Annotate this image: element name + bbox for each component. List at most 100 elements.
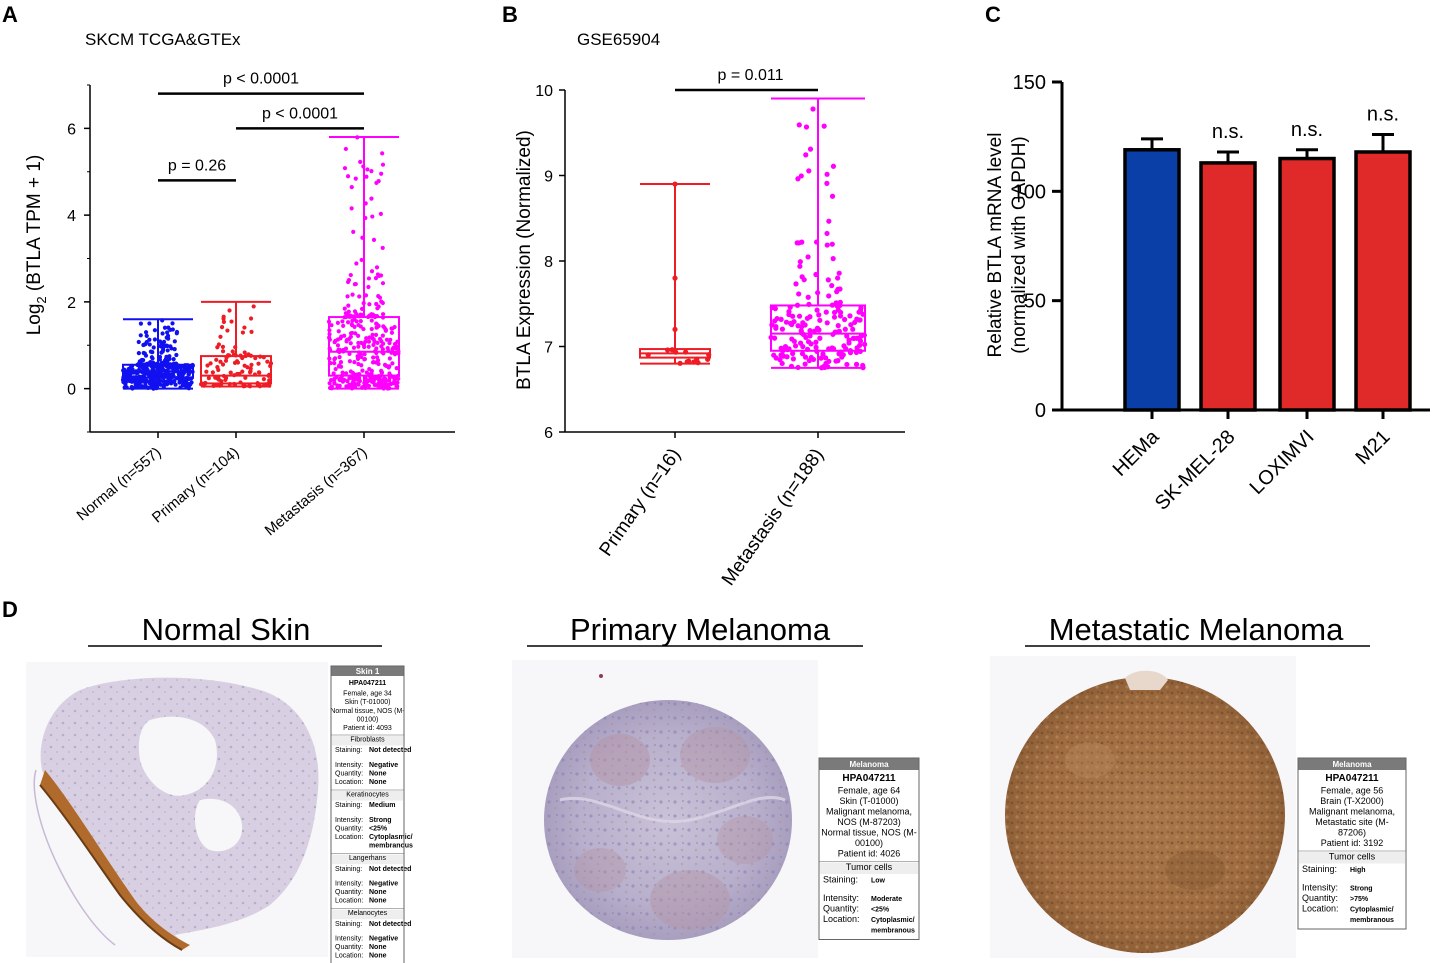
panel-a-data-point (174, 352, 179, 358)
panel-a-data-point (160, 372, 166, 378)
panel-b-boxes (639, 97, 866, 369)
panel-a-data-point (370, 214, 375, 219)
info-box-group-bg (332, 909, 403, 920)
panel-a-data-point (151, 345, 156, 350)
panel-a-data-point (148, 349, 154, 354)
panel-d: D Normal Skin Skin 1 HPA047211 Female, age… (2, 597, 1407, 963)
panel-b-data-point (829, 241, 835, 247)
panel-c-ns-label: n.s. (1212, 121, 1244, 143)
panel-a-data-point (380, 281, 386, 286)
panel-a-data-point (366, 339, 372, 344)
info-box-row-value: Cytoplasmic/ (369, 834, 413, 841)
panel-b-data-point (792, 343, 799, 349)
panel-a-category-label: Metastasis (n=367) (262, 444, 371, 539)
info-box-row-value: Not detected (369, 747, 411, 754)
panel-b-data-point (804, 315, 811, 321)
panel-b-data-point (790, 350, 796, 357)
panel-a-data-point (380, 312, 386, 317)
info-box-frame (1297, 757, 1407, 930)
panel-b-data-point (806, 168, 812, 174)
panel-b-data-point (848, 322, 854, 328)
panel-b-p-value: p = 0.011 (718, 67, 784, 84)
panel-a-data-point (387, 340, 392, 346)
panel-c-ns-label: n.s. (1367, 103, 1399, 125)
panel-a-data-point (360, 368, 365, 373)
panel-b-comparisons: p = 0.011 (675, 67, 818, 92)
panel-a-data-point (251, 304, 256, 309)
panel-a-data-point (160, 331, 165, 336)
panel-a-data-point (172, 339, 177, 344)
info-box-row-label: Location: (335, 834, 363, 841)
panel-b-data-point (796, 122, 802, 128)
primary-melanoma-tissue-image (544, 674, 792, 940)
info-box-row-value: <25% (369, 825, 388, 832)
panel-a-data-point (387, 364, 392, 369)
panel-a-data-point (235, 360, 241, 365)
panel-b-data-point (808, 341, 814, 347)
info-box-header: Melanoma (1332, 760, 1372, 769)
panel-a-data-point (345, 279, 351, 285)
info-box-row-value: <25% (871, 907, 890, 914)
panel-b-data-point (794, 240, 800, 246)
panel-a-data-point (379, 171, 384, 176)
info-box-row-label: Quantity: (1302, 893, 1338, 903)
info-box-row-value: Negative (369, 880, 398, 887)
panel-a-data-point (395, 376, 400, 381)
panel-a-data-point (356, 333, 361, 338)
panel-a-data-point (153, 380, 158, 385)
panel-a-data-point (160, 348, 166, 353)
panel-b-data-point (853, 361, 860, 367)
panel-b-data-point (823, 355, 829, 361)
panel-a-data-point (365, 167, 370, 172)
panel-a-data-point (342, 306, 347, 311)
panel-b-data-point (817, 317, 823, 323)
panel-b-y-tick-label: 6 (544, 425, 553, 442)
metastatic-melanoma-title: Metastatic Melanoma (1049, 612, 1344, 647)
panel-a-data-point (221, 319, 226, 325)
panel-a-data-point (174, 331, 179, 336)
panel-a-data-point (369, 326, 374, 332)
panel-a-axes: 0 2 4 6 (67, 84, 455, 438)
panel-a-data-point (340, 379, 345, 384)
panel-a-data-point (249, 329, 254, 334)
panel-a-data-point (332, 381, 337, 386)
info-box-group-bg (332, 791, 403, 801)
panel-a-data-point (352, 381, 357, 386)
panel-a-data-point (388, 337, 393, 342)
panel-a-ylabel: Log2 (BTLA TPM + 1) (24, 155, 49, 336)
panel-a-p-value: p < 0.0001 (223, 71, 299, 88)
panel-a-data-point (364, 174, 369, 179)
panel-a-data-point (172, 347, 177, 352)
panel-a-data-point (225, 328, 230, 333)
panel-b-data-point (789, 336, 795, 342)
panel-a-data-point (359, 257, 364, 263)
panel-b-data-point (800, 343, 806, 350)
info-box-row-label: Intensity: (1302, 883, 1338, 893)
panel-a-data-point (177, 372, 182, 377)
info-box-patient-line: Brain (T-X2000) (1320, 796, 1384, 806)
panel-a-data-point (345, 294, 350, 299)
panel-b-data-point (779, 360, 785, 367)
info-box-frame (818, 757, 920, 940)
panel-b-data-point (817, 335, 823, 341)
panel-a-data-point (355, 354, 360, 359)
panel-b-category-labels: Primary (n=16) Metastasis (n=188) (596, 445, 829, 590)
panel-a-data-point (381, 383, 386, 388)
panel-a-data-point (220, 349, 226, 354)
info-box-row-label: Location: (823, 914, 860, 924)
panel-a-data-point (353, 377, 358, 382)
info-box-patient-line: Malignant melanoma, (826, 807, 912, 817)
panel-a-data-point (358, 319, 363, 324)
panel-a-data-point (256, 370, 262, 375)
panel-b-data-point (857, 342, 863, 348)
panel-c-category-label: M21 (1351, 426, 1394, 469)
panel-b-data-point (852, 319, 858, 326)
panel-b-data-point (793, 281, 799, 287)
panel-b-data-point (829, 282, 835, 289)
panel-a-data-point (136, 351, 141, 356)
info-box-row-label: Location: (1302, 904, 1339, 914)
panel-a-data-point (380, 245, 385, 251)
panel-a-data-point (242, 325, 247, 330)
